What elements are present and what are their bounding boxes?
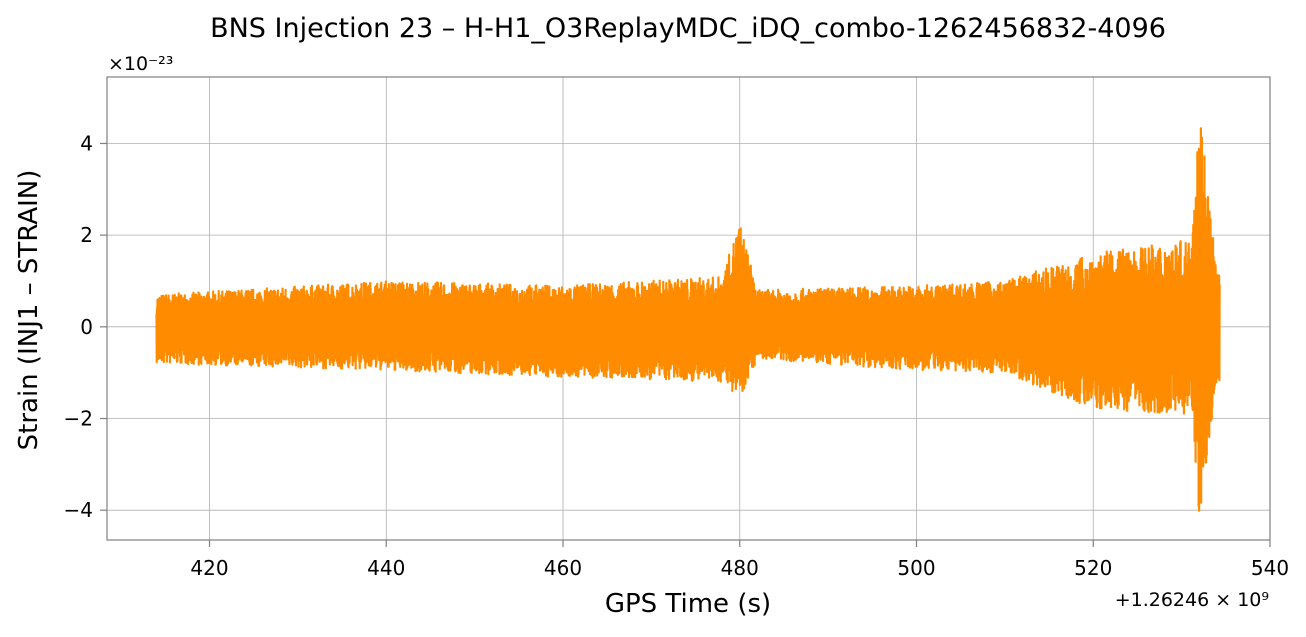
chart-title: BNS Injection 23 – H-H1_O3ReplayMDC_iDQ_…: [210, 13, 1166, 44]
x-tick-label: 440: [367, 556, 405, 580]
x-offset-label: +1.26246 × 10⁹: [1115, 589, 1269, 611]
y-scale-label: ×10⁻²³: [108, 53, 173, 75]
x-axis-label: GPS Time (s): [605, 589, 771, 619]
x-tick-label: 500: [897, 556, 935, 580]
axes-frame: [106, 76, 1271, 541]
x-tick-label: 520: [1074, 556, 1112, 580]
plot-area: [155, 127, 1221, 512]
x-tick-label: 460: [544, 556, 582, 580]
series-line: [155, 127, 1221, 512]
y-tick-label: 0: [80, 315, 93, 339]
y-tick-label: −2: [64, 407, 93, 431]
y-tick-label: 4: [80, 131, 93, 155]
x-tick-label: 420: [190, 556, 228, 580]
y-axis-label: Strain (INJ1 – STRAIN): [14, 170, 44, 451]
axis-ticks: 420 440 460 480 500 520 540 −4 −2 0 2 4: [64, 131, 1290, 580]
x-tick-label: 480: [721, 556, 759, 580]
y-tick-label: 2: [80, 223, 93, 247]
x-tick-label: 540: [1251, 556, 1289, 580]
y-tick-label: −4: [64, 498, 93, 522]
